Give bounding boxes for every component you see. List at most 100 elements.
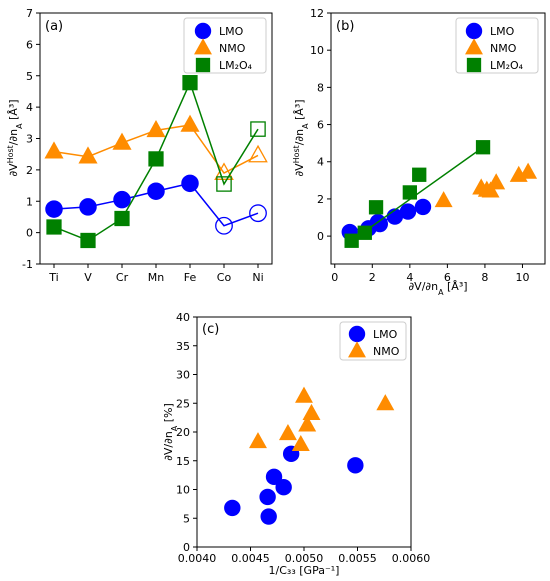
panel-b-xlabel: ∂V/∂nA [Å³] — [408, 280, 467, 297]
panel-b-ytick: 6 — [317, 119, 324, 132]
panel-b-point-nmo — [481, 181, 500, 198]
panel-c: 0 5 10 15 20 25 30 35 40 0.0040 0.0045 0.0050 0.0055… — [162, 311, 430, 577]
panel-c-xtick: 0.0055 — [338, 552, 377, 565]
panel-c-point-nmo — [249, 432, 267, 449]
panel-c-ylabel: ∂V/∂nA [%] — [162, 403, 179, 461]
panel-c-xtick: 0.0045 — [231, 552, 270, 565]
panel-c-xlabel: 1/C₃₃ [GPa⁻¹] — [269, 564, 340, 577]
panel-b-ylabel: ∂VHost/∂nA [Å³] — [292, 99, 310, 176]
panel-b: 0 2 4 6 8 10 12 0 2 4 6 8 10 (b) ∂VHost/∂nA [Å³] ∂V/… — [292, 7, 546, 297]
legend-marker-nmo — [194, 38, 212, 55]
panel-a-frame — [39, 12, 273, 265]
panel-a-point-lmo — [181, 174, 199, 193]
panel-a-point-lmo — [79, 198, 97, 216]
panel-c-point-nmo — [298, 415, 317, 432]
panel-a-line-tail-lm2o4 — [189, 82, 259, 186]
panel-c-ytick: 30 — [176, 369, 190, 382]
panel-c-ytick: 35 — [176, 340, 190, 353]
panel-b-frame — [330, 12, 546, 265]
panel-b-ytick: 12 — [310, 7, 324, 20]
panel-b-ytick: 8 — [317, 81, 324, 94]
panel-a-xtick: V — [84, 271, 92, 284]
panel-a-ytick: 3 — [26, 133, 33, 146]
legend-marker-lm2o4 — [195, 57, 211, 73]
panel-a-ytick: 6 — [26, 38, 33, 51]
legend-label-nmo: NMO — [373, 345, 400, 358]
panel-a-line-tail-lmo — [189, 182, 259, 227]
panel-b-ytick: 10 — [310, 44, 324, 57]
panel-b-point-lm2o4 — [402, 185, 417, 200]
panel-a-point-nmo — [248, 144, 268, 163]
panel-a-point-lm2o4 — [114, 210, 130, 227]
panel-c-point-nmo — [278, 424, 297, 441]
legend-label-lm2o4: LM₂O₄ — [490, 59, 524, 72]
panel-a-xtick: Mn — [148, 271, 164, 284]
legend-label-lmo: LMO — [219, 25, 244, 38]
panel-b-point-nmo — [434, 191, 453, 208]
panel-a-point-nmo — [146, 120, 166, 138]
panel-a-label: (a) — [45, 19, 63, 34]
panel-c-point-lmo — [224, 499, 241, 517]
panel-c-point-nmo — [295, 386, 313, 403]
panel-a-ytick: 7 — [26, 7, 33, 20]
panel-c-xtick: 0.0050 — [285, 552, 324, 565]
panel-a-line-tail-nmo — [189, 124, 259, 174]
panel-b-point-lm2o4 — [344, 233, 359, 248]
legend-label-nmo: NMO — [219, 42, 246, 55]
legend-marker-nmo — [465, 38, 483, 55]
panel-a-point-lm2o4 — [80, 232, 96, 249]
panel-a-point-lm2o4 — [148, 151, 164, 167]
legend-label-lm2o4: LM₂O₄ — [219, 59, 253, 72]
panel-c-point-nmo — [302, 403, 321, 420]
panel-a-point-lmo — [147, 182, 165, 200]
panel-a-xtick: Co — [217, 271, 232, 284]
panel-a-point-nmo — [44, 141, 64, 159]
panel-c-point-lmo — [275, 479, 292, 496]
panel-a-point-nmo — [180, 114, 200, 132]
panel-c-point-nmo — [291, 434, 310, 452]
panel-b-point-lm2o4 — [357, 225, 372, 240]
panel-b-ytick: 2 — [317, 193, 324, 206]
panel-a-point-nmo — [112, 132, 132, 150]
legend-label-lmo: LMO — [373, 328, 398, 341]
panel-b-ytick: 0 — [317, 230, 324, 243]
legend-marker-lmo — [348, 325, 366, 343]
panel-a-point-lm2o4 — [216, 176, 232, 192]
legend-label-nmo: NMO — [490, 42, 517, 55]
panel-c-ytick: 40 — [176, 311, 190, 324]
panel-a-point-lm2o4 — [46, 219, 62, 235]
panel-a-ytick: 1 — [26, 195, 33, 208]
panel-a-ytick: 4 — [26, 101, 33, 114]
panel-c-frame — [196, 316, 412, 548]
panel-b-legend: LMO NMO LM₂O₄ — [455, 17, 539, 74]
panel-b-xtick: 6 — [444, 271, 451, 284]
panel-c-ytick: 10 — [176, 484, 190, 497]
panel-a-point-lm2o4 — [182, 75, 198, 91]
panel-b-fit-lm2o4 — [351, 146, 484, 242]
legend-label-lmo: LMO — [490, 25, 515, 38]
panel-c-ytick: 25 — [176, 397, 190, 410]
panel-a-ytick: -1 — [22, 258, 33, 271]
legend-marker-lmo — [194, 22, 212, 40]
panel-b-xtick: 8 — [481, 271, 488, 284]
legend-marker-nmo — [348, 341, 366, 358]
panel-b-xtick: 0 — [331, 271, 338, 284]
panel-c-ytick: 15 — [176, 455, 190, 468]
panel-a-point-nmo — [78, 146, 98, 164]
panel-b-point-lmo — [399, 203, 417, 220]
panel-c-ytick: 5 — [183, 512, 190, 525]
panel-a: -1 0 1 2 3 4 5 6 7 Ti V Cr Mn Fe Co Ni (a) ∂VHost/∂nA [… — [6, 7, 273, 284]
panel-c-point-nmo — [376, 394, 395, 411]
panel-c-legend: LMO NMO — [339, 321, 407, 361]
panel-b-point-lm2o4 — [368, 200, 384, 215]
panel-a-xtick: Ni — [252, 271, 263, 284]
panel-a-xtick: Fe — [184, 271, 197, 284]
panel-b-point-lm2o4 — [412, 167, 427, 182]
legend-marker-lmo — [465, 22, 483, 40]
panel-a-point-lm2o4 — [250, 121, 266, 137]
panel-c-point-lmo — [260, 508, 277, 525]
panel-c-xtick: 0.0040 — [178, 552, 217, 565]
panel-a-ytick: 2 — [26, 164, 33, 177]
panel-a-point-lmo — [45, 200, 63, 218]
